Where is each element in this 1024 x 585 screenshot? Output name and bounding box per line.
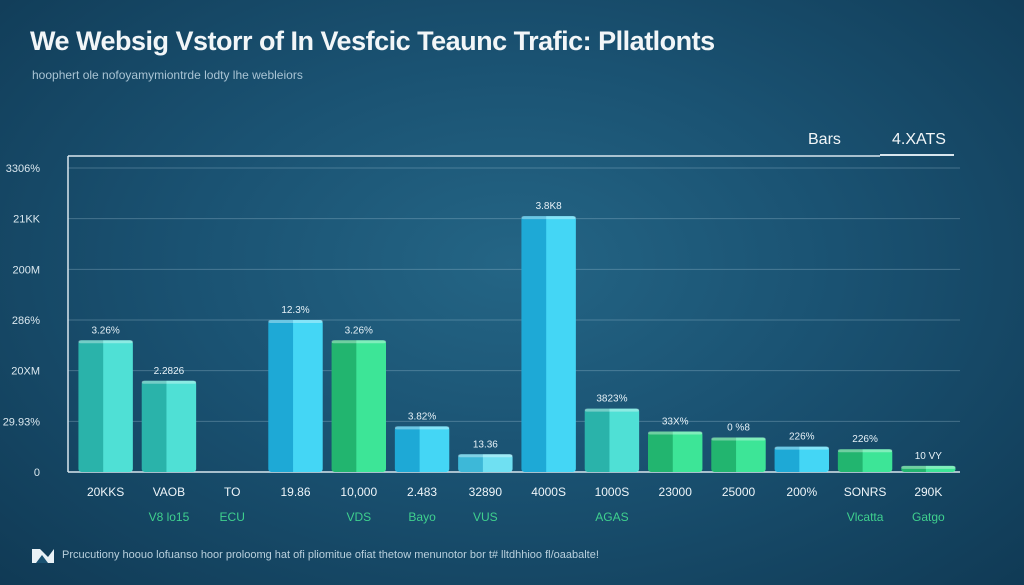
bar-cap-13	[901, 465, 956, 469]
x-sublabel-13: Gatgo	[912, 510, 945, 524]
bar-cap-10	[711, 437, 766, 441]
logo-icon	[32, 549, 54, 563]
x-sublabel-1: V8 lo15	[149, 510, 190, 524]
bar-10	[711, 437, 766, 472]
bar-12	[837, 449, 893, 472]
value-label-12: 226%	[852, 434, 878, 445]
legend-label-secondary: 4.XATS	[892, 131, 946, 148]
y-tick-label: 0	[34, 467, 40, 479]
labels: 3.26% 20KKS 2.2826 VAOB V8 lo15 TO ECU 12.3% 19.…	[87, 201, 945, 524]
bar-13	[901, 465, 956, 472]
bar-4	[331, 340, 386, 472]
chart-subtitle: hoophert ole nofoyamymiontrde lodty lhe …	[32, 68, 303, 82]
bar-cap-6	[458, 454, 513, 458]
x-sublabel-6: VUS	[473, 510, 498, 524]
bar-5	[394, 426, 450, 472]
x-tick-label-11: 200%	[786, 485, 817, 499]
x-sublabel-5: Bayo	[408, 510, 436, 524]
legend-label-bars: Bars	[808, 131, 841, 148]
bar-cap-3	[268, 320, 323, 323]
y-tick-label: 286%	[12, 315, 40, 327]
value-label-9: 33X%	[662, 416, 689, 427]
value-label-0: 3.26%	[91, 325, 119, 336]
x-tick-label-5: 2.483	[407, 485, 437, 499]
y-tick-label: 21KK	[13, 214, 41, 226]
value-label-3: 12.3%	[281, 305, 309, 316]
y-tick-label: 3306%	[6, 163, 40, 175]
x-sublabel-4: VDS	[346, 510, 371, 524]
x-tick-label-10: 25000	[722, 485, 756, 499]
bar-6	[458, 454, 513, 472]
bar-cap-12	[837, 449, 893, 453]
x-sublabel-2: ECU	[220, 510, 245, 524]
bar-cap-0	[78, 340, 133, 344]
bar-7	[521, 216, 576, 472]
x-sublabel-12: Vlcatta	[847, 510, 884, 524]
value-label-13: 10 VY	[915, 451, 943, 462]
bar-cap-4	[331, 340, 386, 344]
x-tick-label-1: VAOB	[153, 485, 185, 499]
bar-cap-11	[774, 446, 829, 450]
y-tick-label: 200M	[12, 264, 40, 276]
bar-8	[584, 408, 640, 472]
bar-cap-1	[141, 380, 197, 384]
y-tick-label: 29.93%	[3, 416, 41, 428]
bar-9	[648, 431, 703, 472]
y-tick-label: 20XM	[11, 366, 40, 378]
footnote: Prcucutiony hoouo lofuanso hoor proloomg…	[62, 549, 599, 561]
value-label-11: 226%	[789, 432, 815, 443]
value-label-8: 3823%	[596, 394, 627, 405]
bar-cap-9	[648, 431, 703, 435]
x-tick-label-4: 10,000	[340, 485, 377, 499]
bar-3	[268, 320, 323, 472]
value-label-1: 2.2826	[154, 366, 185, 377]
x-tick-label-2: TO	[224, 485, 240, 499]
bars	[78, 216, 956, 472]
value-label-7: 3.8K8	[536, 201, 563, 212]
bar-cap-7	[521, 216, 576, 220]
x-tick-label-9: 23000	[659, 485, 693, 499]
bar-cap-8	[584, 408, 640, 412]
x-tick-label-3: 19.86	[280, 485, 310, 499]
x-tick-label-7: 4000S	[531, 485, 566, 499]
x-tick-label-6: 32890	[469, 485, 503, 499]
x-tick-label-12: SONRS	[844, 485, 887, 499]
value-label-6: 13.36	[473, 439, 498, 450]
value-label-4: 3.26%	[345, 325, 373, 336]
x-tick-label-8: 1000S	[595, 485, 630, 499]
value-label-10: 0 %8	[727, 423, 750, 434]
x-tick-label-0: 20KKS	[87, 485, 124, 499]
chart-title: We Websig Vstorr of In Vesfcic Teaunc Tr…	[30, 26, 715, 56]
bar-cap-5	[394, 426, 450, 430]
x-sublabel-8: AGAS	[595, 510, 628, 524]
legend-underline	[880, 154, 954, 156]
gridlines	[68, 167, 960, 473]
bar-0	[78, 340, 133, 472]
value-label-5: 3.82%	[408, 411, 436, 422]
bar-11	[774, 446, 829, 472]
bar-1	[141, 380, 197, 472]
x-tick-label-13: 290K	[914, 485, 942, 499]
